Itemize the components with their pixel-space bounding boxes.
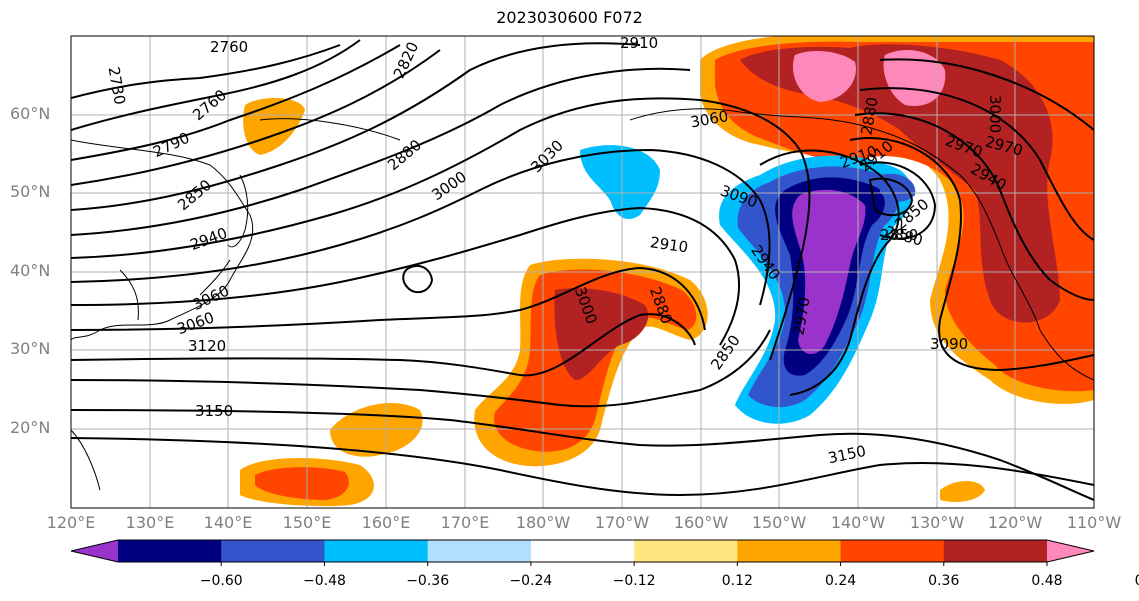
colorbar-tick-label: 0.24	[824, 573, 857, 589]
colorbar-extend-high	[1047, 540, 1094, 562]
colorbar-segment	[427, 540, 532, 562]
lon-label: 160°E	[361, 513, 411, 532]
colorbar-tick-label: −0.12	[612, 573, 656, 589]
colorbar-segment	[221, 540, 325, 562]
colorbar-tick-label: 0.60	[1135, 573, 1139, 589]
lon-label: 150°W	[751, 513, 807, 532]
lon-label: 150°E	[282, 513, 332, 532]
colorbar-outline	[70, 539, 1095, 563]
contour-label: 3120	[188, 337, 226, 355]
colorbar-segment	[324, 540, 429, 562]
contour-label: 2910	[649, 233, 689, 256]
lon-label: 130°E	[125, 513, 175, 532]
lat-label-50n: 50°N	[10, 182, 51, 201]
colorbar-tick-label: 0.36	[928, 573, 960, 589]
lon-label: 120°W	[987, 513, 1043, 532]
colorbar-segment	[118, 540, 222, 562]
map-title: 2023030600 F072	[496, 8, 643, 27]
colorbar-tick-label: 0.12	[721, 573, 753, 589]
colorbar	[70, 539, 1095, 566]
lat-label-40n: 40°N	[10, 261, 51, 280]
height-contours	[71, 39, 1094, 501]
contour-label: 3150	[195, 402, 233, 420]
colorbar-extend-low	[71, 540, 118, 562]
colorbar-segment	[840, 540, 945, 562]
contour-label: 3000	[986, 95, 1004, 133]
lon-label: 140°E	[203, 513, 253, 532]
colorbar-tick-label: −0.36	[406, 573, 450, 589]
colorbar-tick-label: −0.48	[302, 573, 346, 589]
lon-label: 170°E	[440, 513, 490, 532]
lon-label: 120°E	[46, 513, 96, 532]
lon-label: 160°W	[673, 513, 729, 532]
colorbar-segment	[530, 540, 635, 562]
lon-label: 140°W	[830, 513, 886, 532]
lon-label: 130°W	[909, 513, 965, 532]
contour-label: 2760	[210, 38, 248, 56]
lat-label-30n: 30°N	[10, 339, 51, 358]
contour-label: 2850	[880, 226, 918, 244]
contour-label: 2910	[620, 34, 658, 52]
colorbar-tick-label: −0.24	[509, 573, 553, 589]
colorbar-tick-label: 0.48	[1031, 573, 1063, 589]
lat-label-20n: 20°N	[10, 418, 51, 437]
lat-label-60n: 60°N	[10, 104, 51, 123]
colorbar-segment	[943, 540, 1048, 562]
colorbar-tick-label: −0.60	[199, 573, 243, 589]
colorbar-segment	[634, 540, 738, 562]
lon-label: 170°W	[594, 513, 650, 532]
colorbar-segment	[737, 540, 842, 562]
contour-label: 3090	[930, 335, 968, 353]
lon-label: 180°W	[515, 513, 571, 532]
lon-label: 110°W	[1066, 513, 1122, 532]
